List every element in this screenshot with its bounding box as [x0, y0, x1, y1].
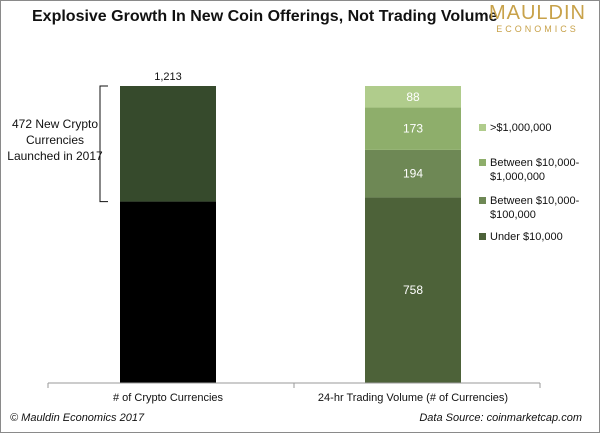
x-tick-label: # of Crypto Currencies — [113, 392, 224, 404]
legend-entry-text: Between $10,000- — [490, 157, 580, 169]
copyright-footer: © Mauldin Economics 2017 — [10, 412, 145, 424]
bar-segment-3 — [365, 107, 461, 150]
total-data-label: 1,213 — [154, 71, 182, 83]
legend-entry-text: $100,000 — [490, 209, 536, 221]
segment-data-label: 758 — [403, 283, 423, 297]
annotation-text-line: 472 New Crypto — [12, 117, 98, 131]
segment-data-label: 173 — [403, 122, 423, 136]
logo-main-text: MAULDIN — [488, 2, 586, 24]
annotation-text-line: Currencies — [26, 133, 84, 147]
legend-entry-text: $1,000,000 — [490, 171, 545, 183]
legend-entry-text: Under $10,000 — [490, 231, 563, 243]
legend-entry-text: Between $10,000- — [490, 195, 580, 207]
logo-sub-text: ECONOMICS — [496, 24, 579, 34]
legend-swatch — [479, 233, 486, 240]
bar-existing-currencies — [120, 201, 216, 383]
data-source-footer: Data Source: coinmarketcap.com — [419, 412, 582, 424]
legend-swatch — [479, 124, 486, 131]
annotation-bracket — [99, 85, 108, 203]
legend-entry-text: >$1,000,000 — [490, 122, 551, 134]
segment-data-label: 194 — [403, 167, 423, 181]
mauldin-logo: MAULDIN ECONOMICS — [488, 2, 586, 35]
chart-title: Explosive Growth In New Coin Offerings, … — [32, 8, 498, 25]
bar-segment-4 — [365, 86, 461, 108]
bar-segment-1 — [365, 197, 461, 383]
bar-segment-2 — [365, 149, 461, 198]
bar-new-currencies — [120, 86, 216, 202]
legend-swatch — [479, 197, 486, 204]
legend-swatch — [479, 159, 486, 166]
annotation-text-line: Launched in 2017 — [7, 149, 103, 163]
segment-data-label: 88 — [406, 90, 420, 104]
x-tick-label: 24-hr Trading Volume (# of Currencies) — [318, 392, 508, 404]
